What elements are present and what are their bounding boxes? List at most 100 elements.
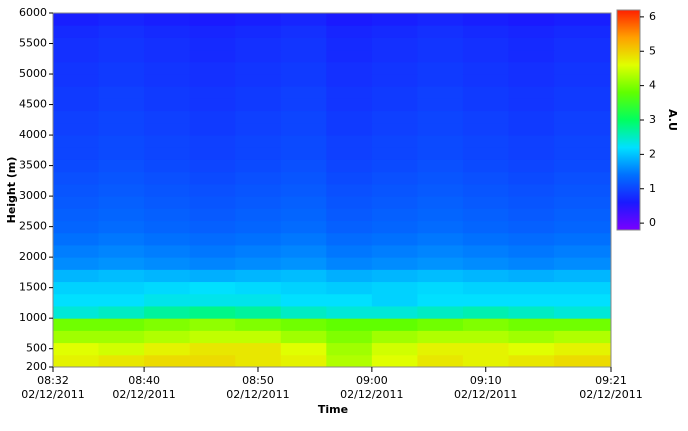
heatmap-cell [462, 159, 510, 173]
heatmap-cell [326, 159, 373, 173]
heatmap-cell [508, 122, 555, 136]
colorbar-tick-label: 6 [649, 10, 656, 23]
heatmap-cell [280, 25, 327, 38]
heatmap-cell [554, 122, 612, 136]
heatmap-cell [280, 159, 327, 173]
heatmap-cell [326, 342, 373, 356]
heatmap-cell [326, 37, 373, 51]
heatmap-cell [508, 208, 555, 222]
heatmap-cell [235, 208, 282, 222]
heatmap-cell [417, 244, 464, 258]
heatmap-cell [417, 122, 464, 136]
heatmap-cell [326, 98, 373, 112]
heatmap-cell [462, 86, 510, 99]
heatmap-cell [508, 183, 555, 197]
heatmap-cell [371, 244, 418, 258]
heatmap-cell [554, 61, 612, 75]
heatmap-cell [53, 354, 100, 368]
heatmap-cell [417, 13, 464, 26]
heatmap-cell [371, 147, 418, 160]
heatmap-cell [508, 74, 555, 87]
heatmap-cell [144, 269, 191, 283]
heatmap-cell [371, 232, 418, 246]
heatmap-cell [554, 196, 612, 209]
heatmap-cell [189, 330, 236, 344]
heatmap-cell [189, 171, 236, 185]
heatmap-cell [144, 74, 191, 87]
heatmap-cell [144, 305, 191, 319]
heatmap-cell [98, 74, 145, 87]
heatmap-cell [144, 281, 191, 295]
heatmap-cell [417, 220, 464, 234]
heatmap-cell [371, 13, 418, 26]
heatmap-cell [53, 13, 100, 26]
heatmap-cell [417, 147, 464, 160]
heatmap-cell [53, 37, 100, 51]
heatmap-cell [554, 159, 612, 173]
heatmap-cell [508, 13, 555, 26]
heatmap-cell [417, 208, 464, 222]
heatmap-cell [98, 281, 145, 295]
y-tick-label: 200 [26, 360, 47, 373]
heatmap-cell [508, 25, 555, 38]
heatmap-cell [554, 232, 612, 246]
heatmap-cell [326, 196, 373, 209]
heatmap-cell [280, 318, 327, 331]
heatmap-cell [98, 49, 145, 63]
heatmap-cell [53, 183, 100, 197]
heatmap-cell [235, 122, 282, 136]
heatmap-cell [235, 293, 282, 307]
heatmap-cell [280, 61, 327, 75]
y-tick-label: 6000 [19, 6, 47, 19]
heatmap-cell [371, 49, 418, 63]
heatmap-cell [235, 354, 282, 368]
heatmap-cell [554, 183, 612, 197]
heatmap-cell [462, 74, 510, 87]
heatmap-cell [508, 171, 555, 185]
heatmap-cell [144, 244, 191, 258]
heatmap-cell [554, 135, 612, 148]
heatmap-cell [53, 269, 100, 283]
heatmap-cell [280, 86, 327, 99]
colorbar-tick-label: 4 [649, 79, 656, 92]
heatmap-cell [417, 342, 464, 356]
heatmap-cell [53, 220, 100, 234]
heatmap-cell [326, 330, 373, 344]
heatmap-cell [189, 25, 236, 38]
heatmap-cell [462, 318, 510, 331]
heatmap-cell [371, 220, 418, 234]
heatmap-cell [554, 257, 612, 270]
heatmap-cell [235, 147, 282, 160]
heatmap-cell [280, 305, 327, 319]
heatmap-cell [462, 135, 510, 148]
heatmap-cell [98, 135, 145, 148]
y-tick-label: 3500 [19, 159, 47, 172]
heatmap-cell [554, 37, 612, 51]
heatmap-cell [371, 86, 418, 99]
heatmap-cell [462, 13, 510, 26]
heatmap-cell [53, 232, 100, 246]
y-tick-label: 1500 [19, 281, 47, 294]
heatmap-cell [53, 293, 100, 307]
heatmap-cell [144, 318, 191, 331]
heatmap-cell [144, 49, 191, 63]
heatmap-cell [189, 232, 236, 246]
heatmap-cell [417, 183, 464, 197]
heatmap-cell [371, 354, 418, 368]
y-tick-label: 2500 [19, 220, 47, 233]
heatmap-cell [235, 74, 282, 87]
heatmap-cell [508, 196, 555, 209]
heatmap-cell [371, 61, 418, 75]
plot-frame [52, 12, 612, 368]
heatmap-cell [189, 135, 236, 148]
heatmap-cell [53, 49, 100, 63]
heatmap-cell [280, 281, 327, 295]
colorbar-tick-label: 3 [649, 113, 656, 126]
heatmap-cell [371, 122, 418, 136]
colorbar-tick-label: 5 [649, 44, 656, 57]
heatmap-cell [417, 49, 464, 63]
heatmap-cell [189, 37, 236, 51]
heatmap-cell [417, 86, 464, 99]
heatmap-cell [144, 257, 191, 270]
heatmap-cell [144, 37, 191, 51]
